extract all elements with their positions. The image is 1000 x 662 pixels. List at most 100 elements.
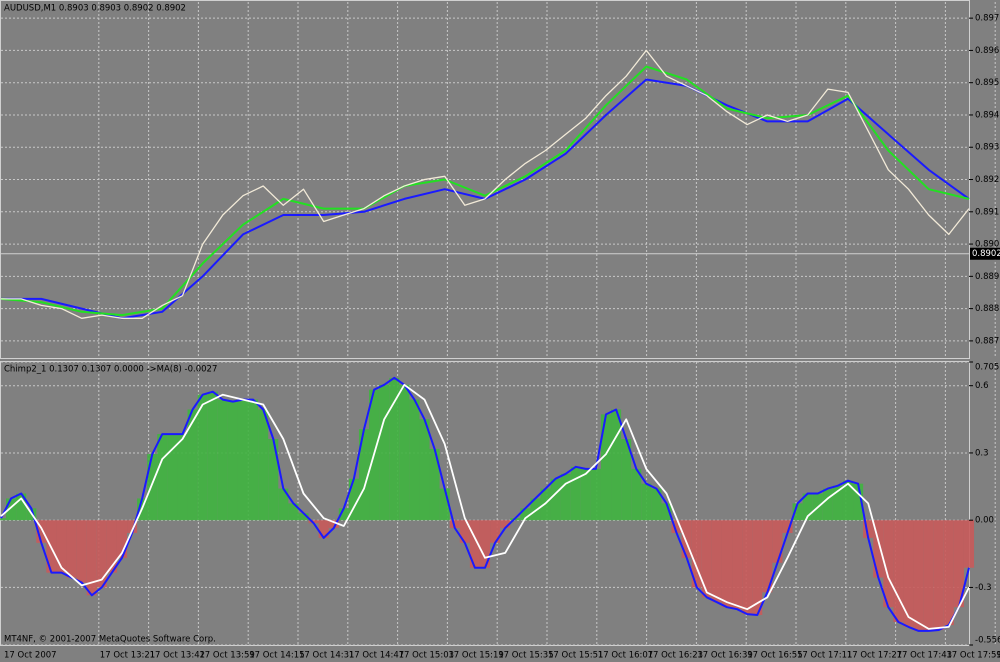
histogram-bar [167,434,178,521]
time-label: 17 Oct 15:19 [448,651,503,661]
histogram-bar [782,520,793,533]
histogram-bar [106,520,117,573]
y-tick-label: 0.8885 [975,304,1000,314]
histogram-bar [288,503,299,521]
histogram-bar [762,520,773,593]
histogram-bar [732,520,743,610]
histogram-bar [742,520,753,615]
y-tick-label: 0.8925 [975,175,1000,185]
y-tick-label: 0.6 [975,381,989,391]
histogram-bar [721,520,733,608]
time-label: 17 Oct 16:55 [747,651,802,661]
histogram-bar [752,520,763,616]
time-label: 17 Oct 13:59 [199,651,254,661]
histogram-bar [711,520,722,603]
histogram-bar [187,409,198,521]
time-label: 17 Oct 17:11 [797,651,852,661]
histogram-bar [953,520,964,608]
y-tick-label: 0.7057 [975,363,1000,373]
histogram-bar [590,468,601,521]
y-tick-label: 0.8965 [975,46,1000,56]
histogram-bar [863,520,874,538]
main-title: AUDUSD,M1 0.8903 0.8903 0.8902 0.8902 [4,4,186,14]
histogram-bar [883,520,894,608]
histogram-bar [86,520,97,596]
histogram-bar [550,478,561,521]
histogram-bar [933,520,944,631]
time-label: 17 Oct 15:35 [498,651,553,661]
time-label: 17 Oct 17:59 [946,651,1000,661]
histogram-bar [560,473,571,521]
time-label: 17 Oct 17:43 [897,651,952,661]
indicator-title: Chimp2_1 0.1307 0.1307 0.0000 ->MA(8) -0… [4,365,217,375]
histogram-bar [157,434,168,521]
time-label: 17 Oct 16:39 [697,651,752,661]
histogram-bar [147,454,158,521]
y-tick-label: 0.8875 [975,336,1000,346]
histogram-bar [651,488,662,521]
histogram-bar [56,520,67,573]
time-label: 17 Oct 13:21 [100,651,155,661]
histogram-bar [963,520,975,568]
histogram-bar [399,384,410,521]
histogram-bar [459,520,470,543]
histogram-bar [328,520,339,529]
histogram-bar [641,483,652,521]
histogram-bar [278,488,289,521]
histogram-bar [681,520,692,558]
histogram-bar [943,520,954,626]
histogram-bar [207,391,218,521]
time-label: 17 Oct 2007 [4,651,57,661]
histogram-bar [358,429,370,521]
y-tick-label: 0.8895 [975,272,1000,282]
histogram-bar [338,508,349,521]
histogram-bar [671,520,682,533]
histogram-bar [520,508,531,521]
time-label: 17 Oct 14:47 [349,651,404,661]
histogram-bar [822,488,833,521]
current-price-label: 0.8902 [972,249,1000,259]
histogram-bar [600,414,612,521]
histogram-bar [772,520,783,563]
plots [0,49,975,632]
time-label: 17 Oct 16:23 [648,651,703,661]
histogram-bar [409,399,420,521]
y-tick-label: 0.8935 [975,143,1000,153]
histogram-bar [36,520,47,543]
y-tick-label: 0.8945 [975,110,1000,120]
histogram-bar [701,520,712,598]
y-tick-label: -0.3 [975,583,992,593]
histogram-bar [873,520,884,578]
time-label: 17 Oct 17:27 [847,651,902,661]
histogram-bar [268,439,279,521]
series-line [0,383,970,630]
histogram-bar [96,520,107,588]
y-tick-label: 0.8905 [975,240,1000,250]
histogram-bar [419,419,430,521]
histogram-bar [500,520,511,529]
histogram-bar [570,466,581,521]
y-tick-label: 0.3 [975,448,989,458]
histogram-bar [621,439,632,521]
histogram-bar [853,483,864,521]
histogram-bar [237,399,249,521]
histogram-bar [580,468,591,521]
histogram-bar [913,520,924,631]
histogram-bar [611,409,622,521]
histogram-bar [258,409,269,521]
histogram-bar [792,503,803,521]
histogram-bar [479,520,491,568]
histogram-bar [923,520,934,631]
histogram-bar [127,520,138,533]
time-label: 17 Oct 14:15 [249,651,304,661]
histogram-bar [0,518,7,521]
histogram-bar [469,520,480,568]
time-label: 17 Oct 13:42 [150,651,205,661]
histogram-bar [248,399,259,521]
histogram-bar [298,513,309,521]
histogram-bar [66,520,77,578]
histogram-bar [6,498,17,521]
histogram-bar [379,384,390,521]
